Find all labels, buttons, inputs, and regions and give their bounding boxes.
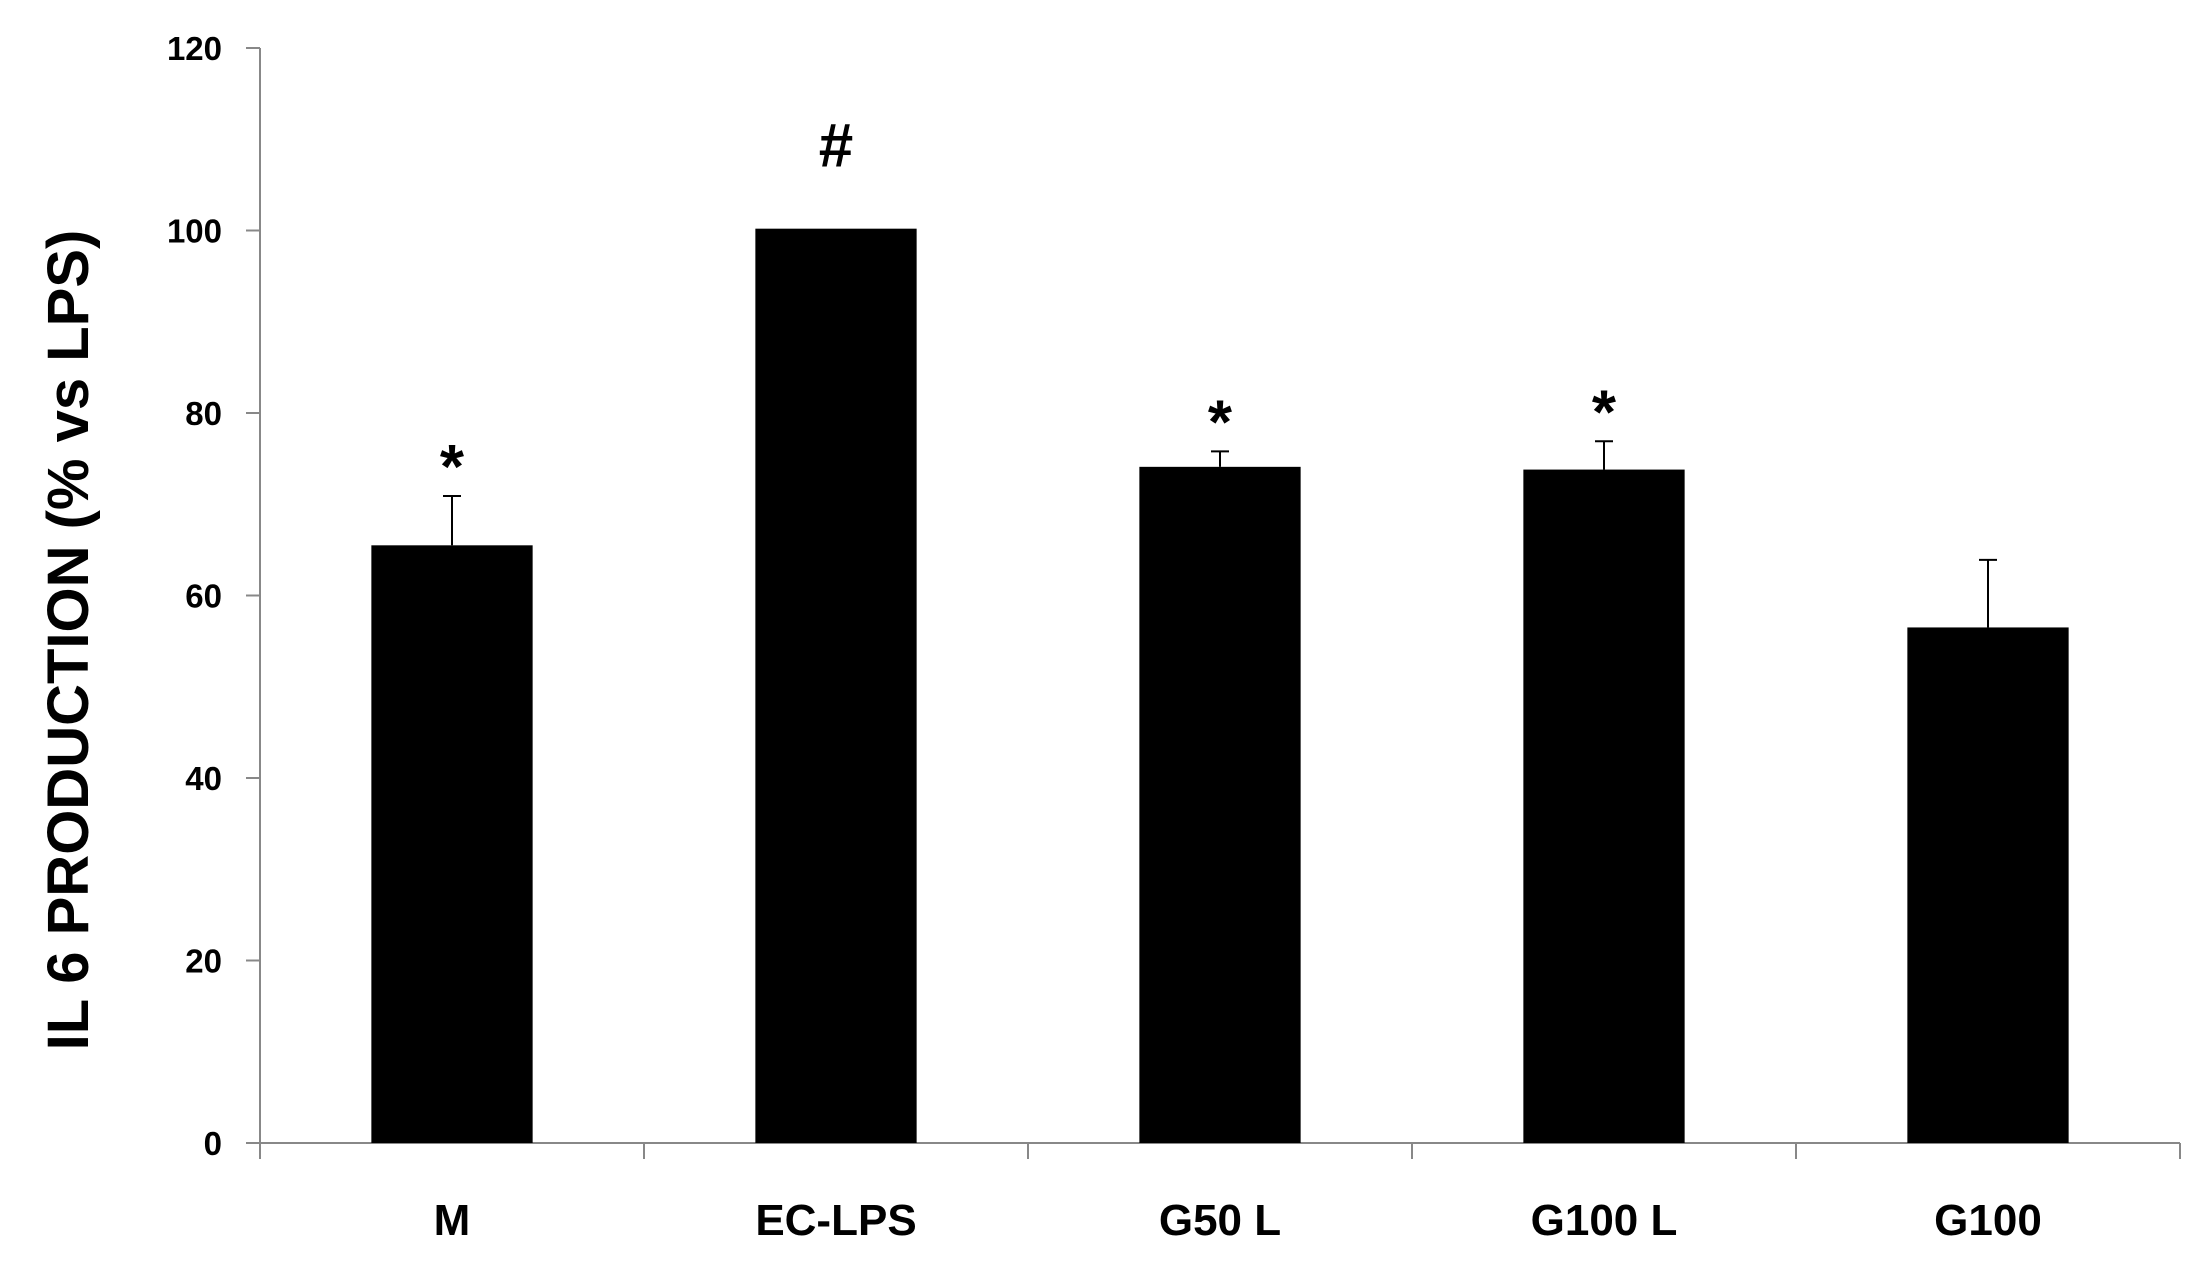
y-tick-label: 100 [167,213,222,250]
significance-marker: * [440,433,465,502]
bar [371,545,533,1143]
x-category-label: G50 L [1159,1196,1281,1245]
y-axis-title: IL 6 PRODUCTION (% vs LPS) [36,230,101,1051]
significance-marker: * [1208,388,1233,457]
x-category-label: G100 [1934,1196,2042,1245]
x-category-label: G100 L [1531,1196,1678,1245]
y-tick-label: 120 [167,30,222,67]
bar [1907,627,2069,1143]
y-tick-label: 60 [185,578,222,615]
significance-marker: # [819,112,853,181]
plot-area: 0 20 40 60 80 100 120 * M # EC-LPS * G50 L * G100 L G10… [167,30,2181,1245]
bar [1139,466,1301,1143]
bar [755,228,917,1144]
bar [1523,469,1685,1143]
significance-marker: * [1592,378,1617,447]
y-tick-label: 40 [185,760,222,797]
x-category-label: EC-LPS [755,1196,916,1245]
y-tick-label: 20 [185,943,222,980]
x-category-label: M [434,1196,471,1245]
y-tick-label: 0 [204,1125,222,1162]
y-tick-label: 80 [185,395,222,432]
